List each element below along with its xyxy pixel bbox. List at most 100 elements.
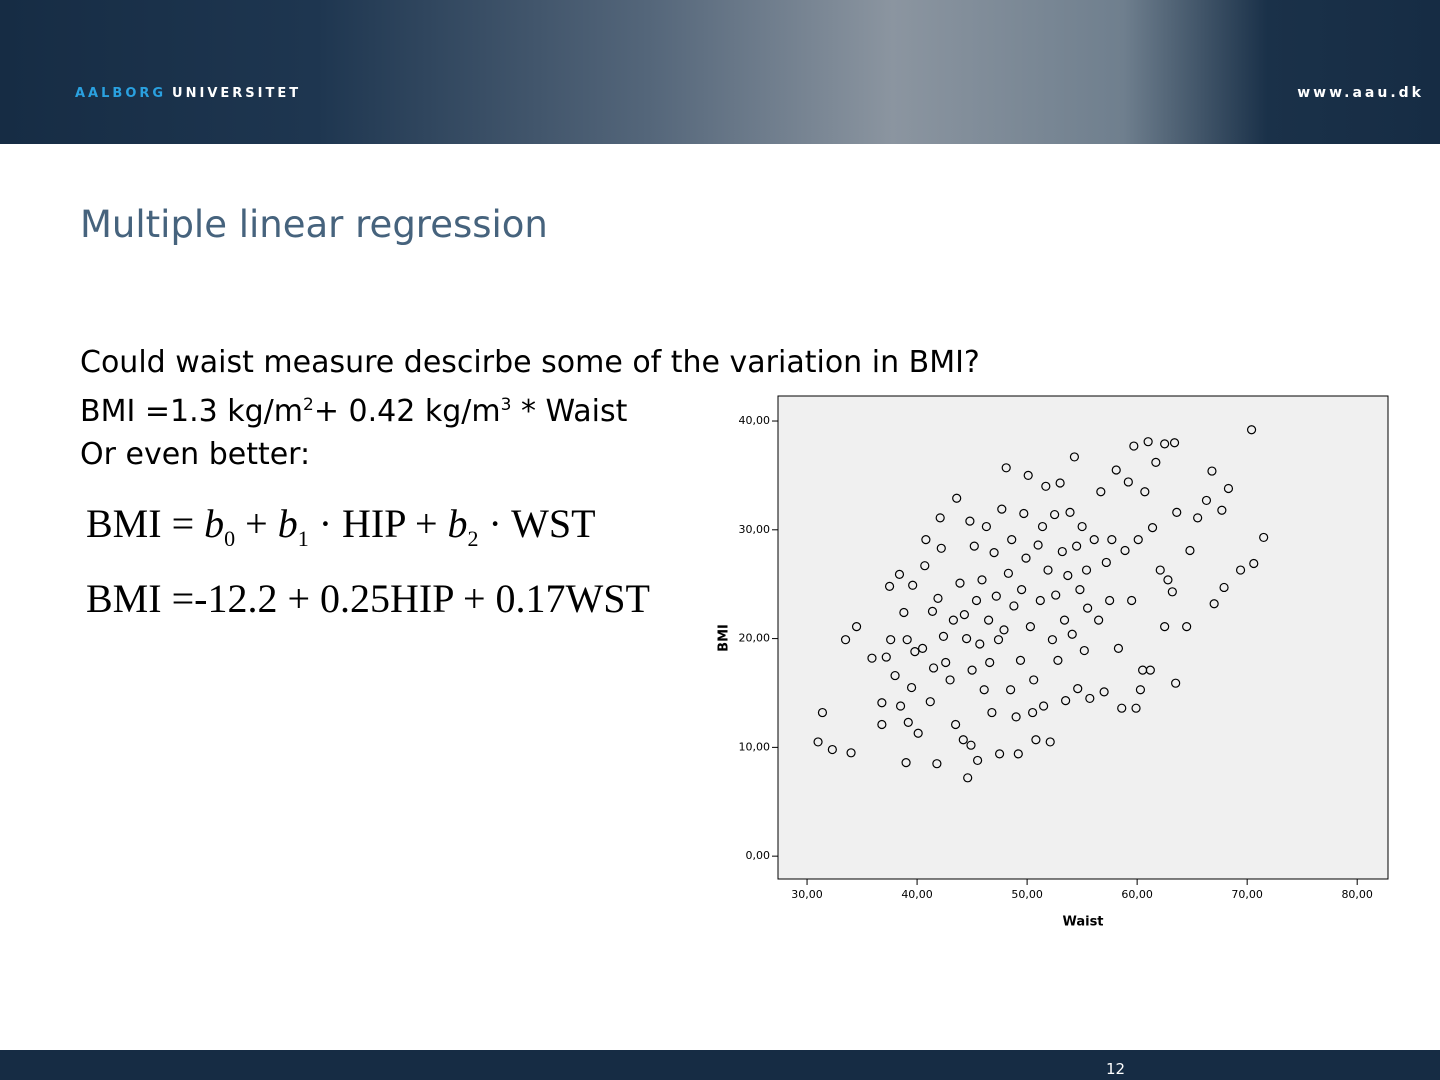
superscript: 2 [302, 395, 314, 415]
point [1101, 557, 1111, 568]
point [1061, 695, 1071, 706]
point [927, 606, 938, 616]
point [997, 504, 1007, 514]
point [989, 548, 999, 558]
point [1209, 599, 1219, 609]
point [867, 653, 877, 663]
y-tick-label: 20,00 [739, 632, 771, 645]
point [965, 516, 975, 526]
point [1172, 507, 1182, 517]
text: * Waist [520, 394, 628, 429]
point [1043, 565, 1053, 575]
point [851, 622, 862, 632]
point [1167, 587, 1177, 597]
point [1163, 575, 1173, 585]
point [1099, 687, 1109, 697]
point [901, 758, 911, 768]
point [877, 698, 887, 708]
point [1013, 749, 1023, 759]
point [1131, 703, 1141, 713]
point [1057, 546, 1067, 557]
point [1182, 622, 1192, 632]
point [921, 534, 931, 545]
point [894, 569, 905, 580]
point [932, 759, 942, 769]
text: BMI =1.3 kg/m [80, 394, 303, 429]
point [886, 635, 896, 645]
point [1094, 615, 1104, 625]
point [881, 652, 891, 662]
brand-part: AALBORG [75, 86, 167, 101]
y-tick-label: 10,00 [739, 740, 771, 753]
eq-part: BMI = [86, 501, 205, 546]
point [1041, 481, 1051, 491]
point [1171, 678, 1181, 688]
point [955, 578, 965, 588]
point [1151, 457, 1161, 467]
point [1023, 470, 1033, 481]
point [1111, 465, 1121, 475]
point [991, 591, 1001, 601]
text-line: Or even better: [80, 437, 311, 472]
point [1129, 441, 1139, 451]
point [1009, 601, 1019, 611]
point [1246, 425, 1257, 435]
point [1147, 523, 1158, 533]
point [994, 749, 1005, 759]
point [1223, 483, 1234, 494]
point [846, 748, 856, 758]
point [1059, 615, 1070, 625]
point [1105, 595, 1115, 606]
eq-sub: 1 [297, 526, 309, 551]
point [1219, 582, 1229, 593]
point [1185, 545, 1195, 556]
point [1140, 487, 1150, 497]
point [1037, 521, 1048, 532]
point [1143, 437, 1153, 447]
point [1193, 513, 1203, 523]
point [895, 701, 906, 711]
point [938, 631, 949, 642]
text: + 0.42 kg/m [313, 394, 501, 429]
y-tick-label: 30,00 [739, 523, 771, 536]
point [1081, 565, 1092, 575]
point [967, 665, 977, 675]
eq-sub: 2 [467, 526, 479, 551]
point [972, 755, 983, 766]
point [899, 607, 909, 618]
body-text: Could waist measure descirbe some of the… [80, 341, 980, 476]
equation: BMI = b0 + b1 · HIP + b2 · WST [86, 500, 596, 552]
point [928, 663, 939, 673]
point [1001, 463, 1011, 473]
point [1089, 534, 1099, 545]
point [977, 575, 987, 585]
point [877, 719, 887, 730]
point [813, 737, 823, 747]
header: AALBORG UNIVERSITET www.aau.dk [0, 0, 1440, 144]
eq-part: b [277, 501, 298, 546]
point [1085, 693, 1095, 704]
y-axis-label: BMI [717, 624, 732, 652]
point [1155, 565, 1165, 575]
point [1120, 545, 1130, 556]
y-tick-label: 40,00 [739, 414, 771, 427]
point [936, 543, 946, 553]
point [963, 773, 973, 783]
x-tick-label: 60,00 [1121, 888, 1153, 901]
url: www.aau.dk [1297, 85, 1424, 101]
equation: BMI =-12.2 + 0.25HIP + 0.17WST [86, 576, 650, 621]
point [1096, 487, 1106, 497]
point [1050, 509, 1060, 520]
point [1035, 595, 1045, 606]
point [1047, 635, 1058, 645]
point [1083, 603, 1093, 613]
x-tick-label: 40,00 [901, 888, 933, 901]
point [961, 633, 972, 644]
point [840, 635, 851, 645]
chart: BMI Waist 0,00 10,00 20,00 30,00 40,00 30,00 4… [717, 395, 1389, 930]
point [1053, 655, 1063, 665]
brand: AALBORG UNIVERSITET [75, 86, 301, 101]
point [983, 615, 994, 625]
point [1072, 541, 1082, 551]
point [920, 561, 930, 571]
